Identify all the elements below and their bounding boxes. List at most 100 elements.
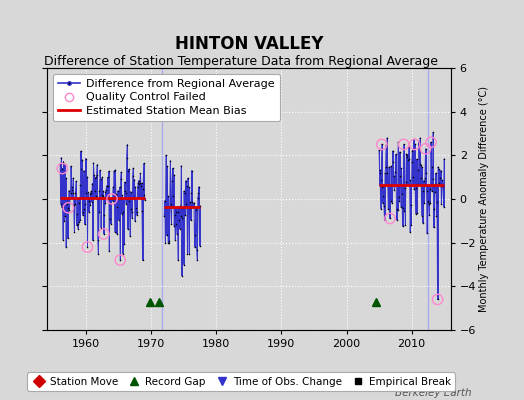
Point: [58, 204, 66, 210]
Point: [405, 156, 413, 162]
Point: [396, 172, 405, 179]
Point: [186, 204, 194, 211]
Point: [111, 167, 119, 173]
Point: [179, 261, 188, 268]
Point: [57, 201, 65, 207]
Point: [411, 211, 420, 217]
Point: [131, 218, 139, 224]
Point: [118, 211, 126, 217]
Point: [92, 174, 101, 180]
Point: [69, 175, 78, 181]
Text: Difference of Station Temperature Data from Regional Average: Difference of Station Temperature Data f…: [44, 56, 438, 68]
Point: [100, 231, 108, 237]
Point: [171, 212, 179, 218]
Point: [430, 224, 438, 230]
Point: [191, 205, 200, 211]
Point: [386, 215, 394, 222]
Point: [121, 188, 129, 194]
Point: [68, 184, 76, 190]
Point: [112, 192, 121, 199]
Point: [434, 164, 442, 170]
Point: [437, 201, 445, 207]
Point: [166, 202, 174, 209]
Point: [396, 149, 404, 155]
Point: [139, 186, 147, 192]
Point: [59, 236, 67, 243]
Point: [80, 167, 88, 174]
Point: [407, 222, 416, 228]
Point: [137, 180, 146, 186]
Point: [410, 186, 418, 193]
Point: [382, 142, 390, 148]
Point: [113, 230, 121, 237]
Point: [163, 193, 172, 199]
Point: [429, 129, 438, 136]
Point: [81, 221, 89, 228]
Point: [59, 158, 68, 165]
Point: [93, 162, 102, 168]
Point: [115, 196, 123, 202]
Point: [67, 190, 75, 196]
Point: [185, 250, 193, 257]
Point: [56, 161, 64, 167]
Point: [392, 151, 400, 158]
Point: [85, 202, 94, 208]
Point: [438, 182, 446, 189]
Point: [398, 223, 407, 229]
Point: [138, 257, 147, 263]
Point: [58, 165, 67, 172]
Point: [177, 213, 185, 219]
Point: [378, 141, 386, 148]
Point: [378, 141, 386, 148]
Point: [427, 139, 435, 146]
Point: [169, 172, 178, 178]
Point: [96, 176, 105, 182]
Y-axis label: Monthly Temperature Anomaly Difference (°C): Monthly Temperature Anomaly Difference (…: [479, 86, 489, 312]
Point: [119, 208, 128, 215]
Point: [107, 194, 116, 201]
Point: [195, 242, 204, 249]
Point: [383, 135, 391, 141]
Point: [433, 198, 441, 205]
Point: [93, 172, 101, 178]
Point: [391, 181, 399, 188]
Point: [128, 172, 137, 179]
Point: [194, 194, 202, 201]
Point: [97, 224, 105, 231]
Point: [424, 201, 433, 208]
Point: [403, 154, 411, 160]
Point: [85, 198, 93, 204]
Point: [135, 178, 143, 184]
Point: [71, 201, 79, 208]
Point: [189, 204, 198, 210]
Point: [136, 180, 144, 186]
Point: [174, 257, 182, 263]
Point: [127, 206, 135, 212]
Point: [129, 196, 138, 202]
Point: [439, 183, 447, 189]
Point: [184, 175, 192, 181]
Point: [73, 211, 81, 217]
Point: [126, 188, 135, 195]
Point: [64, 205, 72, 211]
Point: [404, 157, 412, 163]
Point: [125, 198, 134, 205]
Point: [135, 181, 144, 187]
Point: [82, 155, 90, 162]
Point: [384, 206, 392, 212]
Point: [76, 182, 84, 188]
Point: [399, 141, 408, 148]
Point: [378, 184, 387, 190]
Point: [387, 163, 395, 169]
Point: [84, 209, 93, 215]
Point: [410, 141, 419, 148]
Point: [418, 164, 427, 170]
Point: [108, 196, 116, 202]
Point: [379, 193, 388, 200]
Point: [168, 165, 177, 172]
Point: [101, 189, 110, 196]
Point: [66, 207, 74, 214]
Point: [94, 250, 103, 257]
Point: [412, 156, 421, 162]
Point: [414, 181, 423, 187]
